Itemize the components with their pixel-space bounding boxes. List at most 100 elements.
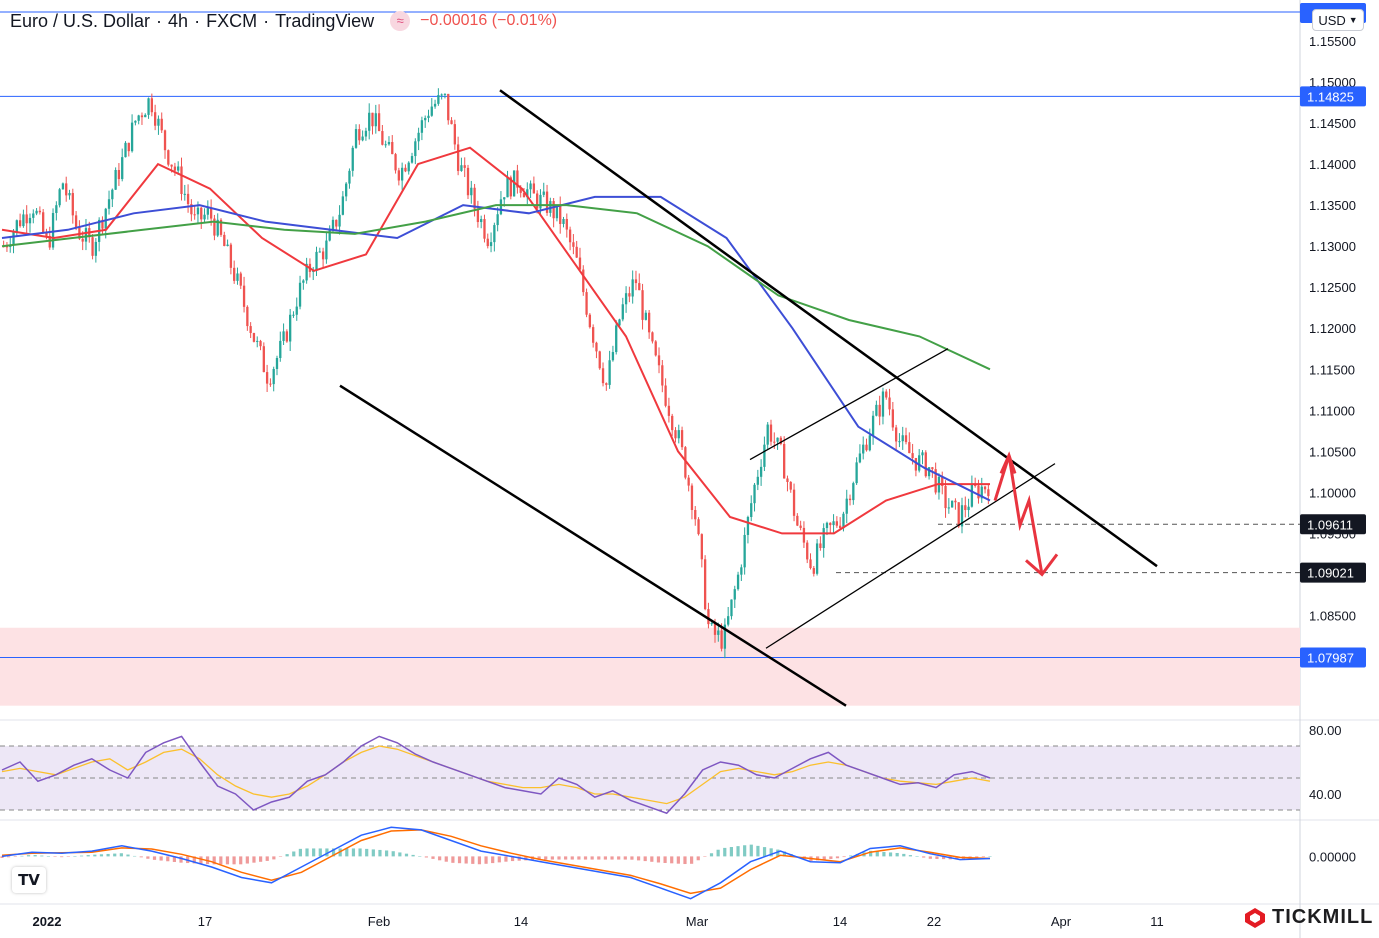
price-label-box — [1300, 86, 1366, 107]
macd-histogram-bar — [166, 856, 170, 862]
price-tick-label: 1.12500 — [1309, 280, 1356, 295]
candle-body — [812, 568, 815, 574]
rsi-line — [1, 735, 991, 815]
macd-histogram-bar — [935, 856, 939, 859]
macd-histogram-bar — [133, 855, 137, 857]
indicator-wave-icon[interactable]: ≈ — [390, 11, 411, 31]
candle-body — [644, 312, 647, 320]
platform-label: TradingView — [275, 10, 375, 31]
macd-histogram-bar — [431, 856, 435, 859]
macd-histogram-bar — [33, 855, 37, 857]
candle-body — [272, 368, 275, 385]
candle-body — [144, 114, 147, 118]
macd-histogram-bar — [888, 852, 893, 857]
candle-body — [519, 187, 522, 193]
candle-body — [226, 244, 229, 247]
macd-histogram-bar — [988, 856, 992, 857]
candle-body — [219, 219, 223, 235]
candle-body — [124, 142, 127, 158]
candle-body — [417, 132, 420, 142]
candle-body — [888, 397, 891, 410]
candle-body — [35, 210, 38, 214]
candle-body — [799, 525, 802, 528]
macd-histogram-bar — [252, 856, 256, 863]
candle-body — [796, 515, 799, 526]
rsi-ma-line — [1, 745, 991, 805]
candle-body — [727, 616, 730, 625]
macd-histogram-bar — [842, 856, 846, 858]
macd-histogram-bar — [564, 856, 568, 860]
candle-body — [196, 207, 200, 215]
macd-histogram-bar — [378, 849, 382, 857]
candle-body — [964, 505, 967, 511]
candle-body — [463, 165, 466, 168]
candle-body — [713, 622, 717, 635]
candle-body — [509, 177, 512, 197]
candle-body — [163, 130, 167, 151]
candle-body — [328, 229, 331, 241]
candle-body — [628, 293, 631, 297]
candle-body — [242, 285, 246, 307]
candle-body — [12, 231, 15, 246]
macd-histogram-bar — [570, 856, 574, 860]
macd-histogram-bar — [159, 856, 163, 861]
candle-body — [209, 208, 213, 219]
candle-body — [585, 292, 588, 315]
interval-label[interactable]: 4h — [168, 10, 189, 31]
symbol-name[interactable]: Euro / U.S. Dollar — [10, 10, 151, 31]
macd-histogram-bar — [769, 848, 773, 857]
macd-histogram-bar — [922, 856, 926, 858]
candle-body — [611, 352, 615, 361]
candle-body — [42, 212, 45, 233]
macd-histogram-bar — [292, 851, 296, 857]
candle-body — [970, 484, 974, 507]
candle-body — [773, 441, 776, 443]
macd-histogram-bar — [690, 856, 694, 864]
macd-histogram-bar — [471, 856, 475, 864]
candle-body — [249, 326, 252, 334]
candle-body — [891, 409, 894, 428]
candle-body — [865, 444, 868, 451]
time-axis-label: 14 — [514, 914, 528, 929]
price-label-box — [1300, 562, 1366, 583]
candle-body — [565, 218, 568, 230]
candle-body — [621, 304, 624, 320]
candle-body — [321, 251, 325, 260]
macd-histogram-bar — [172, 856, 177, 862]
macd-histogram-bar — [869, 850, 873, 857]
macd-histogram-bar — [544, 856, 548, 860]
candle-body — [269, 383, 272, 385]
candle-body — [404, 167, 407, 172]
macd-histogram-bar — [371, 849, 375, 857]
candle-body — [160, 118, 163, 131]
candle-body — [437, 95, 440, 104]
candle-body — [717, 630, 720, 635]
price-change: −0.00016 (−0.01%) — [420, 12, 558, 29]
tradingview-logo-icon[interactable]: TV — [12, 867, 46, 893]
currency-select-button[interactable]: USD ▼ — [1312, 9, 1364, 31]
candle-body — [315, 251, 318, 271]
macd-signal-line — [1, 829, 991, 895]
candle-body — [608, 360, 611, 385]
candle-body — [45, 232, 48, 236]
ma-mid-line — [1, 195, 991, 502]
candle-body — [200, 207, 203, 220]
price-tick-label: 1.14500 — [1309, 116, 1356, 131]
macd-histogram-bar — [391, 851, 395, 857]
candle-body — [651, 332, 654, 342]
candle-body — [420, 120, 424, 133]
candle-body — [815, 543, 819, 574]
macd-histogram-bar — [99, 854, 104, 857]
candle-body — [104, 208, 107, 229]
candle-body — [186, 193, 190, 205]
candle-body — [473, 187, 476, 209]
candle-body — [298, 282, 302, 307]
candle-body — [901, 435, 904, 442]
candle-body — [657, 355, 661, 366]
price-tick-label: 1.10500 — [1309, 444, 1356, 459]
price-tick-label: 1.13000 — [1309, 239, 1356, 254]
candle-body — [624, 293, 628, 305]
candle-body — [121, 157, 124, 180]
candle-body — [568, 229, 572, 243]
